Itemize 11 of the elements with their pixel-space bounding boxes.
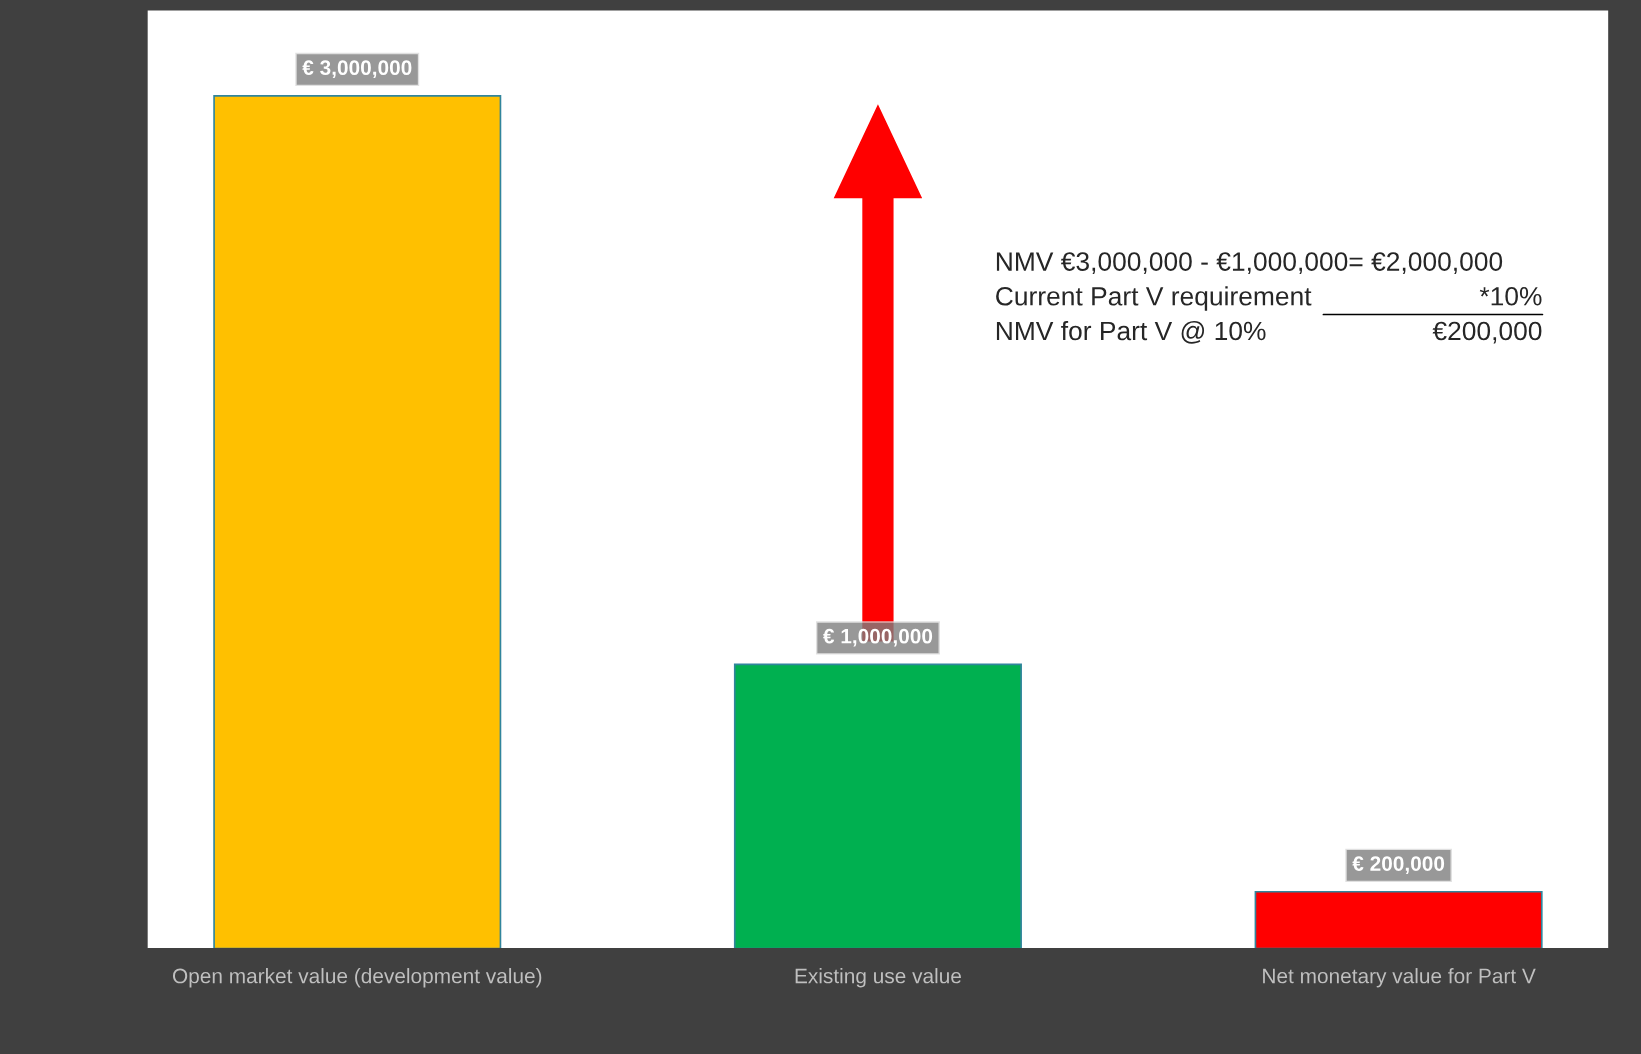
annotation: €200,000 — [1432, 321, 1542, 344]
x-tick-label: Net monetary value for Part V — [1263, 968, 1536, 988]
x-tick-label: Existing use value — [795, 968, 961, 988]
x-tick-label: Open market value (development value) — [172, 968, 542, 988]
annotation: *10% — [1479, 286, 1542, 306]
data-label: € 3,000,000 — [302, 60, 412, 79]
annotation: NMV €3,000,000 - €1,000,000= €2,000,000 — [996, 252, 1503, 275]
annotation: Current Part V requirement — [996, 286, 1312, 311]
annotation: NMV for Part V @ 10% — [996, 320, 1266, 344]
data-label: € 200,000 — [1352, 856, 1445, 874]
data-label: € 1,000,000 — [823, 628, 933, 647]
